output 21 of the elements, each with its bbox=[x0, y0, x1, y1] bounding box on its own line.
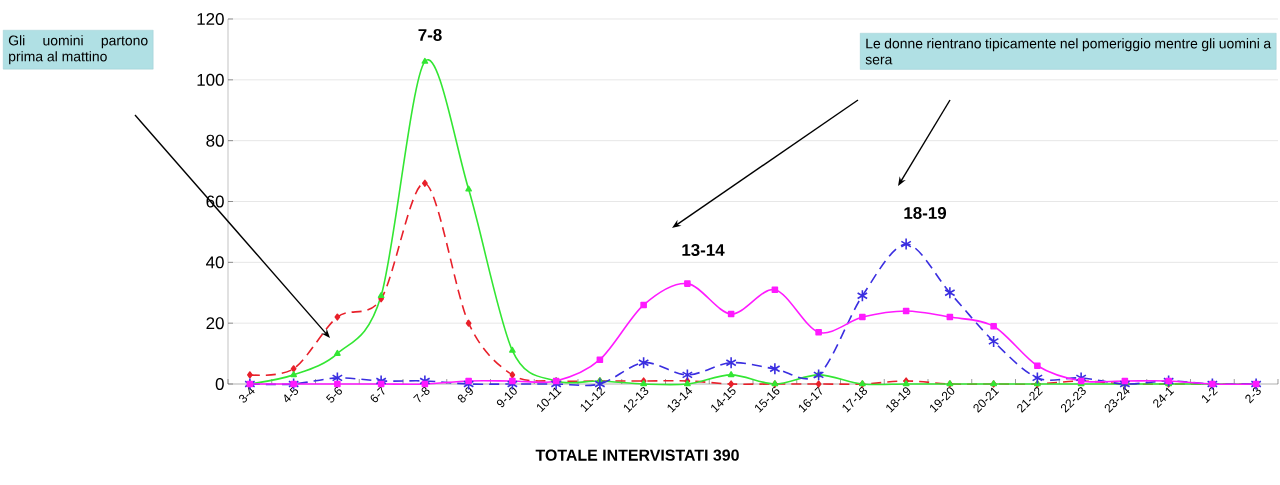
y-tick-label: 40 bbox=[206, 256, 224, 269]
annotation: 18-19 bbox=[904, 207, 947, 219]
annotation: Le donne rientrano tipicamente nel pomeriggio mentre gli uomini a sera bbox=[865, 38, 1272, 65]
y-tick-label: 120 bbox=[197, 13, 224, 25]
x-tick-label: 8-9 bbox=[457, 387, 473, 403]
annotation: 13-14 bbox=[682, 243, 725, 256]
x-tick-label: 3-4 bbox=[239, 386, 255, 403]
x-tick-label: 6-7 bbox=[370, 386, 385, 403]
y-tick-label: 0 bbox=[215, 378, 224, 390]
y-tick-label: 80 bbox=[206, 134, 224, 147]
x-axis-title: TOTALE INTERVISTATI 390 bbox=[535, 449, 739, 461]
x-tick-label: 5-6 bbox=[325, 387, 342, 403]
x-tick-label: 2-3 bbox=[1245, 387, 1261, 404]
x-tick-label: 9-10 bbox=[496, 387, 517, 408]
annotation: 7-8 bbox=[418, 29, 442, 41]
y-tick-label: 100 bbox=[197, 73, 224, 86]
y-tick-label: 20 bbox=[206, 317, 224, 330]
x-tick-label: 1-2 bbox=[1201, 387, 1218, 404]
x-tick-label: 7-8 bbox=[413, 387, 430, 403]
text: Gli uomini partono prima al mattino bbox=[8, 35, 148, 65]
x-tick-label: 4-5 bbox=[284, 386, 299, 403]
